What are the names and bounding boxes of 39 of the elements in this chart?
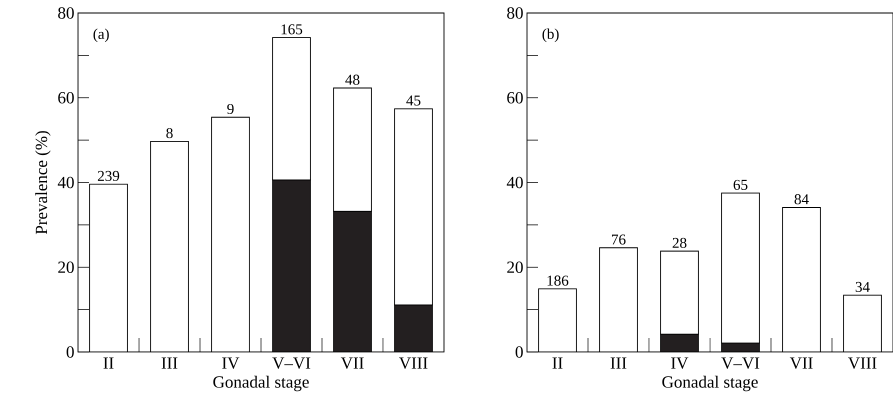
annotation: 45 [406,96,420,106]
annotation: 34 [856,282,870,292]
x-tick-label: VII [340,358,364,369]
x-axis-title: Gonadal stage [213,376,309,392]
annotation: 65 [734,180,748,190]
x-tick-label: II [103,358,114,369]
x-tick-label: IV [671,358,688,369]
x-tick-label: V–VI [721,358,760,369]
y-axis-title: Prevalence (%) [35,131,51,234]
annotation: 239 [98,170,120,181]
annotation: 8 [166,128,173,138]
y-tick-label: 0 [516,346,523,358]
y-tick-label: 40 [58,176,74,188]
annotation: 9 [227,104,234,114]
y-tick-label: 60 [58,92,74,104]
x-tick-label: II [552,358,563,369]
y-tick-label: 80 [58,7,74,19]
annotation: 165 [282,24,302,34]
x-tick-label: V–VI [272,358,310,369]
annotation: (b) [542,28,559,42]
x-axis-title: Gonadal stage [662,376,758,392]
y-tick-label: 0 [66,346,74,358]
annotation: 76 [612,234,626,245]
annotation: (a) [94,28,109,42]
x-tick-label: III [610,358,626,369]
x-tick-label: III [162,358,178,369]
y-tick-label: 80 [507,7,523,19]
x-tick-label: VIII [848,358,877,369]
x-tick-label: VIII [399,358,428,369]
y-tick-label: 40 [506,176,523,188]
annotation: 186 [548,276,568,286]
annotation: 48 [345,74,360,85]
y-tick-label: 20 [58,262,74,273]
y-tick-label: 60 [507,92,523,104]
annotation: 84 [794,194,809,204]
x-tick-label: VII [790,358,813,369]
x-tick-label: IV [222,358,240,369]
annotation: 28 [672,238,686,248]
y-tick-label: 20 [507,262,523,273]
